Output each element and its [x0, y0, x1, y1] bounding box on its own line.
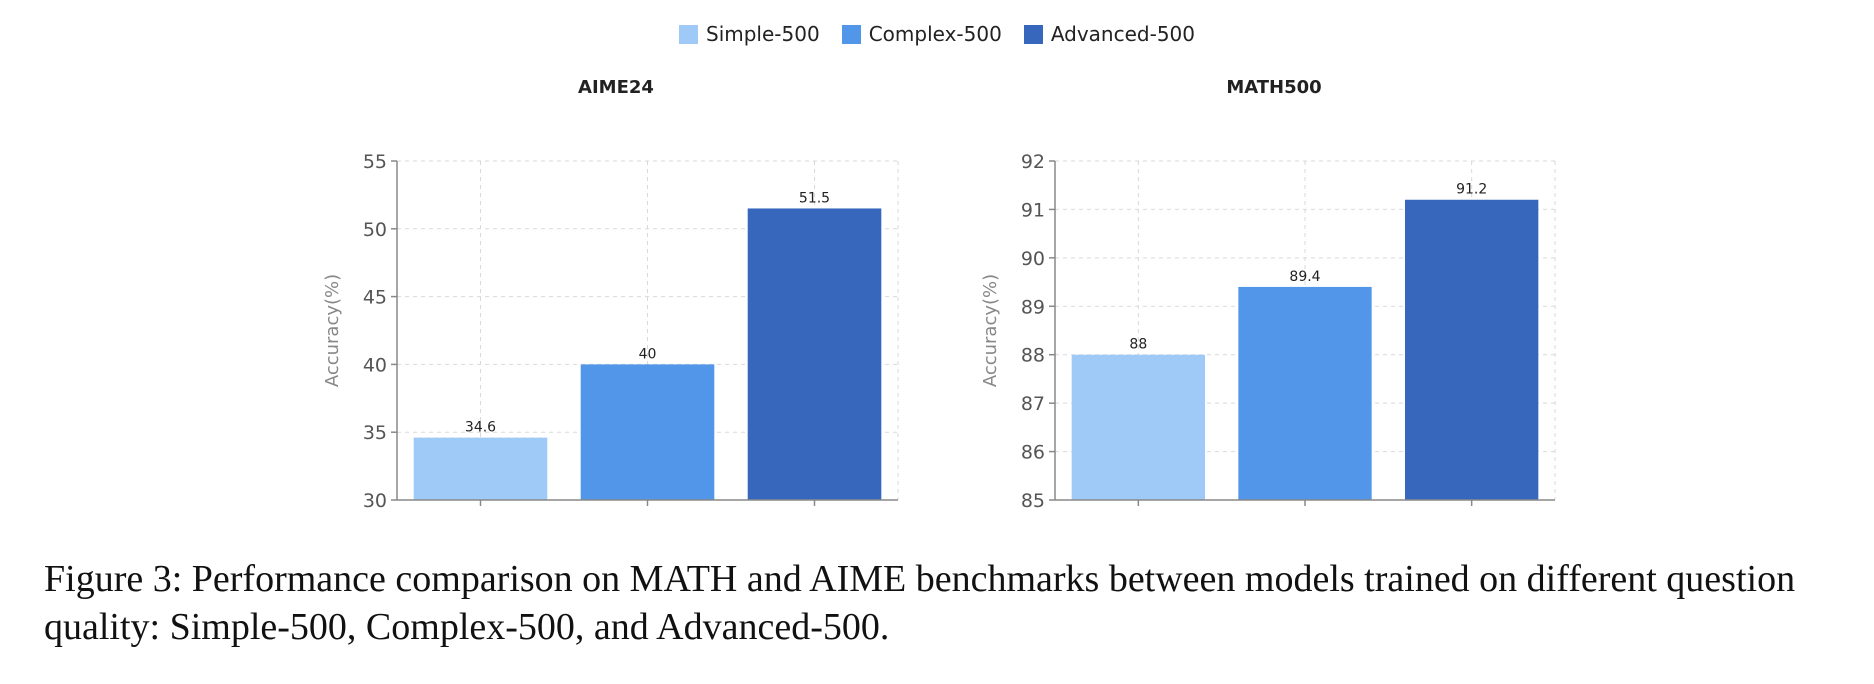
- y-tick-label: 40: [363, 354, 387, 376]
- y-tick-label: 85: [1021, 490, 1045, 512]
- legend-swatch-complex: [841, 24, 861, 44]
- chart-title: AIME24: [578, 77, 654, 98]
- bar-1: [1071, 354, 1205, 500]
- y-tick-label: 55: [363, 151, 387, 173]
- legend-label-complex: Complex-500: [868, 22, 1002, 46]
- y-tick-label: 30: [363, 490, 387, 512]
- chart-legend: Simple-500 Complex-500 Advanced-500: [0, 22, 1874, 46]
- bar-value-label: 91.2: [1456, 182, 1487, 198]
- y-tick-label: 89: [1021, 296, 1045, 318]
- y-tick-label: 86: [1021, 442, 1045, 464]
- legend-item-simple: Simple-500: [679, 22, 820, 46]
- legend-label-advanced: Advanced-500: [1050, 22, 1195, 46]
- bar-2: [1238, 286, 1372, 500]
- legend-swatch-simple: [679, 24, 698, 44]
- legend-item-advanced: Advanced-500: [1023, 22, 1195, 46]
- bar-1: [413, 437, 548, 500]
- bar-2: [580, 364, 715, 500]
- legend-swatch-advanced: [1023, 24, 1043, 44]
- y-tick-label: 92: [1021, 151, 1045, 173]
- y-axis-label: Accuracy(%): [322, 274, 343, 387]
- y-tick-label: 35: [363, 422, 387, 444]
- legend-item-complex: Complex-500: [841, 22, 1002, 46]
- chart-title: MATH500: [1226, 77, 1321, 98]
- bar-3: [1405, 199, 1539, 500]
- y-axis-label: Accuracy(%): [980, 274, 1001, 387]
- y-tick-label: 90: [1021, 248, 1045, 270]
- bar-value-label: 34.6: [465, 420, 496, 436]
- y-tick-label: 88: [1021, 345, 1045, 367]
- y-tick-label: 87: [1021, 393, 1045, 415]
- figure-caption: Figure 3: Performance comparison on MATH…: [44, 558, 1796, 648]
- chart-0: AIME24 34.6 40 51.5 30 35 40 45 50 55 Accuracy(%): [322, 77, 899, 512]
- bar-value-label: 88: [1129, 337, 1147, 353]
- bar-value-label: 40: [639, 346, 657, 362]
- bar-value-label: 89.4: [1289, 269, 1320, 285]
- chart-1: MATH500 88 89.4 91.2 85 86 87 88 89 90 91 92 Accurac…: [980, 77, 1556, 512]
- bar-3: [747, 208, 882, 500]
- legend-label-simple: Simple-500: [706, 22, 820, 46]
- bar-value-label: 51.5: [799, 190, 830, 206]
- y-tick-label: 50: [363, 219, 387, 241]
- y-tick-label: 91: [1021, 199, 1045, 221]
- y-tick-label: 45: [363, 287, 387, 309]
